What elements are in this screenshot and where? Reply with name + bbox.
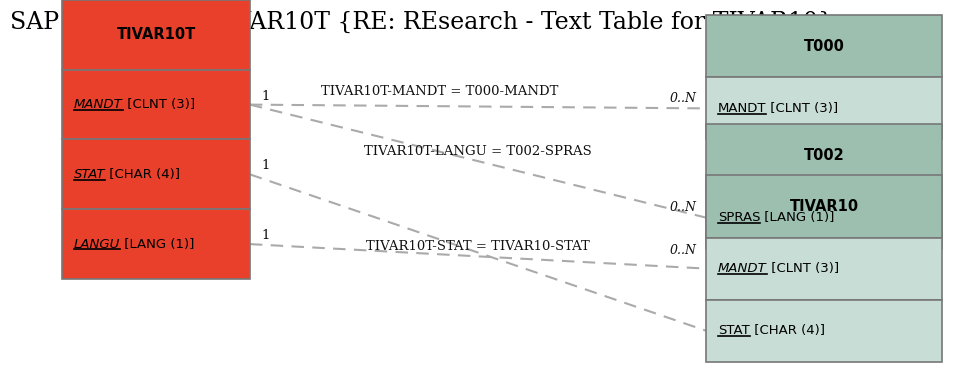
Bar	[706, 238, 942, 300]
Text: [CLNT (3)]: [CLNT (3)]	[767, 262, 839, 275]
Text: T002: T002	[803, 148, 845, 163]
Text: 1: 1	[261, 90, 270, 103]
Bar	[706, 300, 942, 362]
Text: SAP ABAP table TIVAR10T {RE: REsearch - Text Table for TIVAR10}: SAP ABAP table TIVAR10T {RE: REsearch - …	[10, 11, 833, 34]
Text: SPRAS: SPRAS	[718, 211, 760, 224]
Text: 0..N: 0..N	[670, 201, 697, 214]
Bar	[62, 209, 250, 279]
Text: [CHAR (4)]: [CHAR (4)]	[106, 168, 181, 181]
Bar	[62, 0, 250, 70]
Bar	[706, 124, 942, 187]
Bar	[706, 175, 942, 238]
Text: STAT: STAT	[74, 168, 106, 181]
Text: T000: T000	[803, 39, 845, 54]
Text: LANGU: LANGU	[74, 238, 120, 251]
Bar	[62, 139, 250, 209]
Text: [CLNT (3)]: [CLNT (3)]	[766, 102, 839, 115]
Text: [LANG (1)]: [LANG (1)]	[760, 211, 835, 224]
Text: TIVAR10T: TIVAR10T	[116, 28, 196, 42]
Text: 0..N: 0..N	[670, 244, 697, 257]
Text: [CLNT (3)]: [CLNT (3)]	[123, 98, 195, 111]
Bar	[706, 187, 942, 249]
Text: 0..N: 0..N	[670, 92, 697, 105]
Text: MANDT: MANDT	[74, 98, 123, 111]
Text: MANDT: MANDT	[718, 262, 767, 275]
Text: TIVAR10T-STAT = TIVAR10-STAT: TIVAR10T-STAT = TIVAR10-STAT	[366, 241, 590, 253]
Bar	[706, 15, 942, 77]
Text: STAT: STAT	[718, 324, 750, 337]
Text: MANDT: MANDT	[718, 102, 766, 115]
Text: TIVAR10T-MANDT = T000-MANDT: TIVAR10T-MANDT = T000-MANDT	[321, 85, 558, 98]
Text: [CHAR (4)]: [CHAR (4)]	[750, 324, 825, 337]
Text: TIVAR10: TIVAR10	[790, 199, 858, 214]
Text: 1: 1	[261, 159, 270, 173]
Bar	[62, 70, 250, 139]
Text: [LANG (1)]: [LANG (1)]	[120, 238, 195, 251]
Bar	[706, 77, 942, 139]
Text: 1: 1	[261, 229, 270, 242]
Text: TIVAR10T-LANGU = T002-SPRAS: TIVAR10T-LANGU = T002-SPRAS	[364, 145, 592, 158]
